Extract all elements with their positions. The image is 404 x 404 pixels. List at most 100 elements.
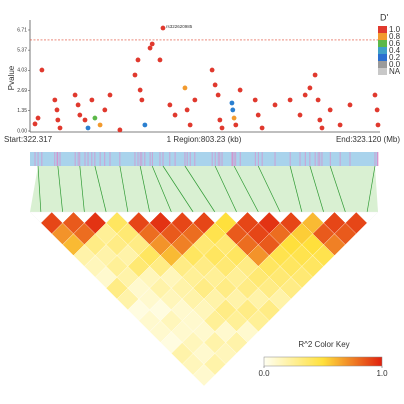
data-point xyxy=(102,107,108,113)
ld-diagonal xyxy=(73,211,96,224)
data-point xyxy=(147,45,153,51)
data-point xyxy=(107,92,113,98)
connector xyxy=(119,165,129,213)
legend-label: 0.2 xyxy=(389,53,401,62)
data-point xyxy=(259,125,265,131)
data-point xyxy=(187,122,193,128)
connector xyxy=(184,165,216,213)
connector xyxy=(329,165,346,213)
ld-diagonal xyxy=(290,211,314,224)
ld-diagonal xyxy=(29,211,53,224)
data-point xyxy=(231,115,237,121)
data-point xyxy=(160,25,166,31)
data-point xyxy=(85,125,91,131)
legend-swatch xyxy=(378,40,387,47)
data-point xyxy=(312,72,318,78)
data-point xyxy=(315,97,321,103)
data-point xyxy=(307,85,313,91)
data-point xyxy=(272,102,278,108)
data-point xyxy=(372,92,378,98)
connector xyxy=(37,165,42,213)
ld-diagonal xyxy=(312,211,335,224)
ld-diagonal xyxy=(247,211,270,224)
ld-diagonal xyxy=(203,211,227,224)
data-point xyxy=(374,107,380,113)
data-point xyxy=(212,82,218,88)
legend-title: D' xyxy=(380,12,388,22)
data-point xyxy=(35,115,41,121)
data-point xyxy=(149,41,155,47)
data-point xyxy=(230,107,236,113)
ld-diagonal xyxy=(160,211,183,224)
data-point xyxy=(209,67,215,73)
legend-swatch xyxy=(378,61,387,68)
key-tick-label: 0.0 xyxy=(258,369,270,378)
start-label: Start:322.317 xyxy=(4,135,53,144)
connector xyxy=(309,165,324,213)
connector-area xyxy=(30,166,378,212)
data-point xyxy=(217,117,223,123)
data-point xyxy=(255,112,261,118)
connector xyxy=(214,165,237,213)
data-point xyxy=(157,57,163,63)
legend-swatch xyxy=(378,68,387,75)
top-snp-label: rs322620985 xyxy=(166,24,193,29)
legend-label: 0.4 xyxy=(389,46,401,55)
legend-swatch xyxy=(378,47,387,54)
data-point xyxy=(252,97,258,103)
ld-diagonal xyxy=(268,211,292,224)
data-point xyxy=(184,107,190,113)
data-point xyxy=(32,121,38,127)
legend-swatch xyxy=(378,26,387,33)
y-tick-label: 5.37 xyxy=(17,47,27,53)
connector xyxy=(79,165,85,213)
snp-band xyxy=(30,152,378,166)
data-point xyxy=(375,122,381,128)
ld-diagonal xyxy=(355,211,379,224)
connector xyxy=(366,165,376,213)
data-point xyxy=(167,102,173,108)
connector xyxy=(289,165,303,213)
legend-swatch xyxy=(378,33,387,40)
data-point xyxy=(219,125,225,131)
data-point xyxy=(229,100,235,106)
data-point xyxy=(132,72,138,78)
data-point xyxy=(92,115,98,121)
legend-swatch xyxy=(378,54,387,61)
ld-diagonal xyxy=(138,211,161,224)
ld-diagonal xyxy=(116,211,140,224)
data-point xyxy=(72,92,78,98)
legend-label: 0.8 xyxy=(389,32,401,41)
connector xyxy=(57,165,63,213)
data-point xyxy=(319,125,325,131)
key-tick-label: 1.0 xyxy=(376,369,388,378)
connector xyxy=(233,165,259,213)
data-point xyxy=(215,92,221,98)
legend-label: 0.6 xyxy=(389,39,401,48)
y-tick-label: 4.03 xyxy=(17,68,27,74)
ld-diagonal xyxy=(334,211,357,224)
data-point xyxy=(54,107,60,113)
legend-label: 1.0 xyxy=(389,25,401,34)
data-point xyxy=(55,117,61,123)
y-tick-label: 6.71 xyxy=(17,27,27,33)
color-key-title: R^2 Color Key xyxy=(298,340,349,349)
color-key xyxy=(263,356,383,367)
data-point xyxy=(297,112,303,118)
y-axis-label: Pvalue xyxy=(7,65,16,90)
data-point xyxy=(89,97,95,103)
data-point xyxy=(327,107,333,113)
data-point xyxy=(75,102,81,108)
data-point xyxy=(302,92,308,98)
legend-label: 0.0 xyxy=(389,60,401,69)
data-point xyxy=(172,112,178,118)
data-point xyxy=(97,122,103,128)
data-point xyxy=(142,122,148,128)
ld-diagonal xyxy=(181,211,205,224)
connector xyxy=(151,165,172,213)
data-point xyxy=(52,97,58,103)
data-point xyxy=(182,85,188,91)
data-point xyxy=(347,102,353,108)
y-tick-label: 2.69 xyxy=(17,88,27,94)
